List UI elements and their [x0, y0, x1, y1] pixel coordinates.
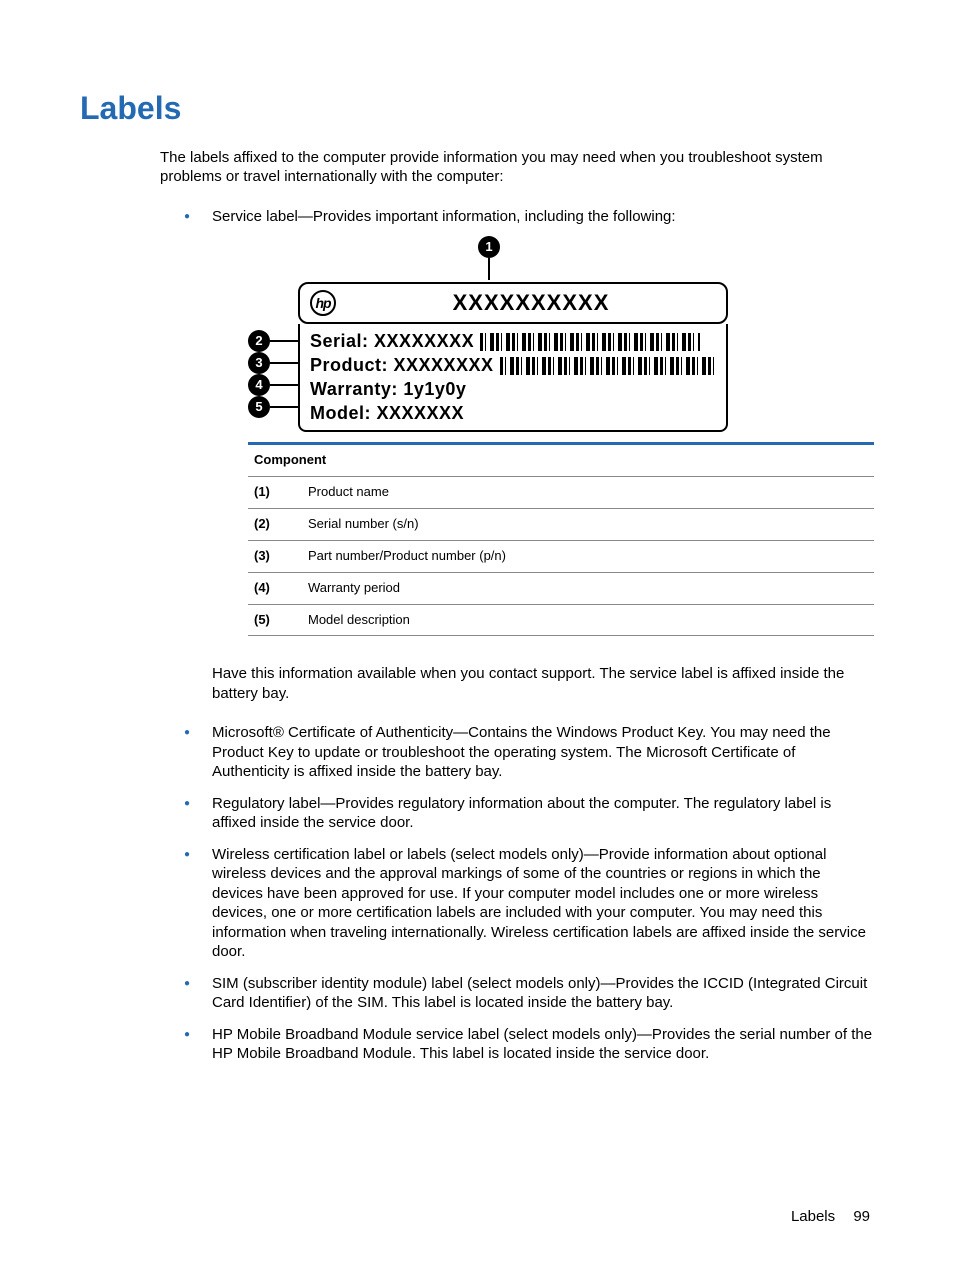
- callout-5: 5: [248, 396, 270, 418]
- callout-line: [488, 258, 490, 280]
- component-table: Component (1)Product name (2)Serial numb…: [248, 442, 874, 636]
- callout-2: 2: [248, 330, 270, 352]
- service-label-text: Service label—Provides important informa…: [212, 208, 676, 225]
- product-row: Product: XXXXXXXX: [310, 354, 716, 378]
- footer-page-number: 99: [853, 1208, 870, 1225]
- callout-top: 1: [478, 236, 500, 280]
- footer-section: Labels: [791, 1208, 835, 1225]
- bullet-regulatory: Regulatory label—Provides regulatory inf…: [160, 794, 874, 833]
- page-title: Labels: [80, 88, 874, 130]
- table-row: (2)Serial number (s/n): [248, 509, 874, 541]
- intro-paragraph: The labels affixed to the computer provi…: [160, 148, 874, 187]
- warranty-row: Warranty: 1y1y0y: [310, 378, 716, 402]
- barcode-icon: [500, 357, 716, 375]
- bullet-wireless: Wireless certification label or labels (…: [160, 845, 874, 962]
- table-row: (5)Model description: [248, 605, 874, 637]
- model-row: Model: XXXXXXX: [310, 402, 716, 426]
- product-name-placeholder: XXXXXXXXXX: [453, 289, 610, 318]
- after-table-paragraph: Have this information available when you…: [212, 664, 874, 703]
- bullet-coa: Microsoft® Certificate of Authenticity—C…: [160, 723, 874, 782]
- hp-logo-icon: hp: [310, 290, 336, 316]
- barcode-icon: [480, 333, 700, 351]
- page-content: The labels affixed to the computer provi…: [160, 148, 874, 1064]
- service-label-bullet: Service label—Provides important informa…: [160, 207, 874, 704]
- label-top-box: hp XXXXXXXXXX: [298, 282, 728, 324]
- table-row: (1)Product name: [248, 477, 874, 509]
- bullet-broadband: HP Mobile Broadband Module service label…: [160, 1025, 874, 1064]
- callout-4: 4: [248, 374, 270, 396]
- table-header: Component: [248, 445, 874, 477]
- side-callouts: 2 3 4 5: [248, 330, 298, 418]
- table-row: (4)Warranty period: [248, 573, 874, 605]
- callout-3: 3: [248, 352, 270, 374]
- serial-row: Serial: XXXXXXXX: [310, 330, 716, 354]
- label-lower-box: Serial: XXXXXXXX Product: XXXXXXXX Warra…: [298, 324, 728, 432]
- page-footer: Labels 99: [791, 1207, 870, 1227]
- callout-1: 1: [478, 236, 500, 258]
- service-label-diagram: 1 2 3 4 5 hp XXXXXXXXXX: [248, 236, 728, 432]
- table-row: (3)Part number/Product number (p/n): [248, 541, 874, 573]
- bullet-sim: SIM (subscriber identity module) label (…: [160, 974, 874, 1013]
